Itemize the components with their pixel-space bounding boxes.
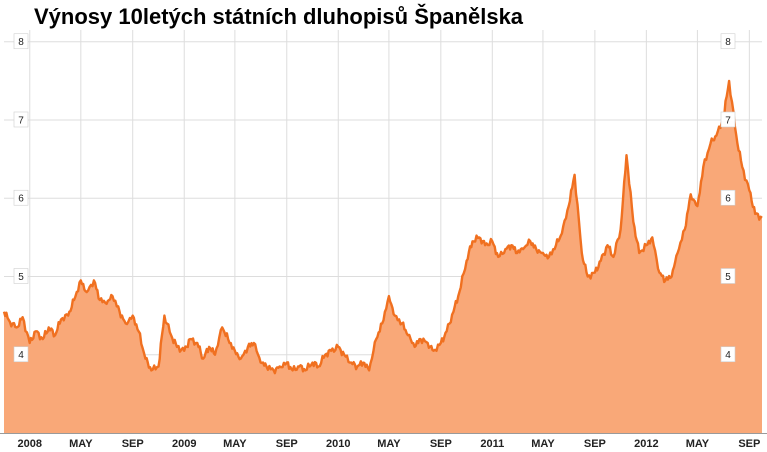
y-tick-label-right: 4 <box>725 350 731 361</box>
y-tick-label-left: 4 <box>18 350 24 361</box>
y-tick-label-box <box>13 111 29 128</box>
y-tick-label-left: 5 <box>18 272 24 283</box>
series-area <box>4 80 762 434</box>
y-tick-label: 4 <box>720 346 736 363</box>
x-tick-label: 2009 <box>172 438 196 450</box>
x-tick-label: MAY <box>531 438 555 450</box>
x-tick-label: 2012 <box>634 438 658 450</box>
y-tick-label-box <box>720 268 736 284</box>
x-tick-label: MAY <box>223 438 247 450</box>
y-tick-label-box <box>13 33 29 50</box>
y-tick-label: 5 <box>13 268 29 284</box>
x-tick-labels: 2008 MAY SEP 2009 MAY SEP 2010 MAY SEP 2011 MAY SEP… <box>18 438 761 450</box>
y-tick-label-left: 6 <box>18 194 24 205</box>
y-tick-label-box <box>720 189 736 206</box>
y-tick-label-right: 8 <box>725 37 731 48</box>
y-tick-label-left: 8 <box>18 37 24 48</box>
x-tick-label: SEP <box>122 438 144 450</box>
y-tick-label: 4 <box>13 346 29 363</box>
y-tick-label-right: 7 <box>725 115 731 126</box>
y-tick-label-right: 5 <box>725 272 731 283</box>
y-tick-label-box <box>720 33 736 50</box>
y-tick-label-left: 7 <box>18 115 24 126</box>
x-tick-label: 2011 <box>480 438 504 450</box>
x-tick-label: MAY <box>377 438 401 450</box>
y-tick-label-box <box>720 346 736 363</box>
y-tick-label-box <box>13 189 29 206</box>
y-tick-label-right: 6 <box>725 194 731 205</box>
y-tick-label-box <box>720 111 736 128</box>
x-tick-label: SEP <box>276 438 298 450</box>
x-tick-label: SEP <box>584 438 606 450</box>
x-tick-label: MAY <box>686 438 710 450</box>
y-tick-label: 7 <box>13 111 29 128</box>
y-tick-label-box <box>13 346 29 363</box>
yield-area <box>4 80 762 434</box>
series-line <box>2 79 763 375</box>
x-tick-label: 2010 <box>326 438 350 450</box>
yield-line <box>2 79 763 375</box>
y-tick-label: 6 <box>13 189 29 206</box>
x-tick-label: MAY <box>69 438 93 450</box>
x-tick-label: SEP <box>738 438 760 450</box>
y-tick-label-box <box>13 268 29 284</box>
y-tick-labels: 4 4 5 5 6 6 7 7 8 8 <box>13 33 736 363</box>
y-tick-label: 5 <box>720 268 736 284</box>
y-tick-label: 8 <box>720 33 736 50</box>
y-tick-label: 8 <box>13 33 29 50</box>
x-tick-label: SEP <box>430 438 452 450</box>
x-tick-label: 2008 <box>18 438 42 450</box>
y-tick-label: 7 <box>720 111 736 128</box>
y-tick-label: 6 <box>720 189 736 206</box>
chart-title: Výnosy 10letých státních dluhopisů Španě… <box>34 4 524 29</box>
